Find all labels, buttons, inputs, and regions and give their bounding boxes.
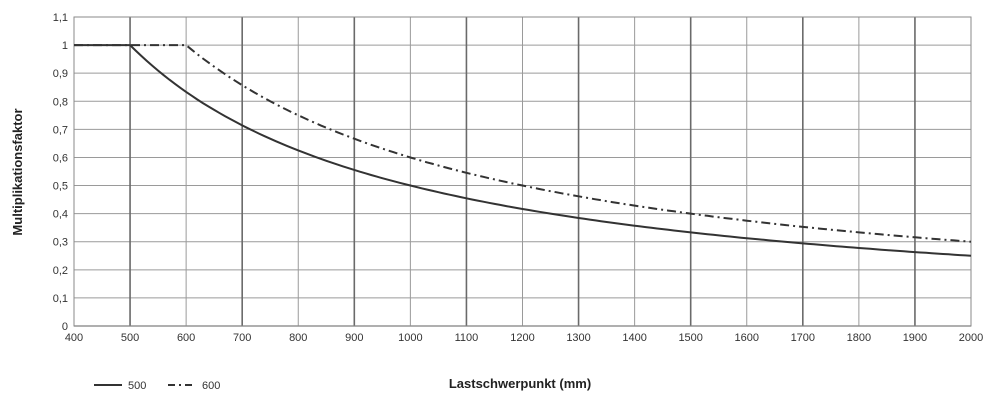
y-tick-label: 0 <box>62 321 68 333</box>
x-tick-label: 800 <box>289 332 307 344</box>
x-tick-label: 400 <box>65 332 83 344</box>
x-tick-label: 2000 <box>959 332 983 344</box>
x-tick-label: 1900 <box>903 332 927 344</box>
x-tick-label: 700 <box>233 332 251 344</box>
y-tick-label: 0,1 <box>53 293 68 305</box>
y-tick-label: 0,2 <box>53 265 68 277</box>
grid <box>73 16 972 327</box>
y-tick-label: 1,1 <box>53 12 68 24</box>
x-axis-title: Lastschwerpunkt (mm) <box>449 376 591 391</box>
legend-label-500: 500 <box>128 380 146 392</box>
series-line-600 <box>74 44 972 243</box>
legend-label-600: 600 <box>202 380 220 392</box>
x-tick-label: 1800 <box>847 332 871 344</box>
plot-border <box>73 16 972 327</box>
series-lines <box>74 44 972 257</box>
x-tick-label: 500 <box>121 332 139 344</box>
x-tick-label: 1100 <box>455 332 479 344</box>
x-tick-label: 900 <box>345 332 363 344</box>
x-tick-label: 1400 <box>622 332 646 344</box>
y-tick-label: 0,7 <box>53 124 68 136</box>
y-tick-label: 0,8 <box>53 96 68 108</box>
y-tick-label: 0,6 <box>53 152 68 164</box>
y-tick-label: 0,5 <box>53 181 68 193</box>
y-tick-label: 0,3 <box>53 237 68 249</box>
y-tick-label: 0,9 <box>53 68 68 80</box>
x-tick-label: 1300 <box>566 332 590 344</box>
y-tick-label: 0,4 <box>53 209 68 221</box>
legend: 500 600 <box>94 380 220 392</box>
x-tick-label: 1600 <box>735 332 759 344</box>
x-tick-labels: 400 500 600 700 800 900 1000 1100 1200 1300 1400 15… <box>65 332 983 344</box>
series-line-500 <box>74 44 972 257</box>
x-tick-label: 600 <box>177 332 195 344</box>
y-tick-labels: 0 0,1 0,2 0,3 0,4 0,5 0,6 0,7 0,8 0,9 1 1,1 <box>53 12 68 333</box>
x-tick-label: 1500 <box>678 332 702 344</box>
y-tick-label: 1 <box>62 40 68 52</box>
x-tick-label: 1000 <box>398 332 422 344</box>
x-tick-label: 1700 <box>791 332 815 344</box>
y-axis-title: Multiplikationsfaktor <box>10 108 25 235</box>
x-tick-label: 1200 <box>510 332 534 344</box>
